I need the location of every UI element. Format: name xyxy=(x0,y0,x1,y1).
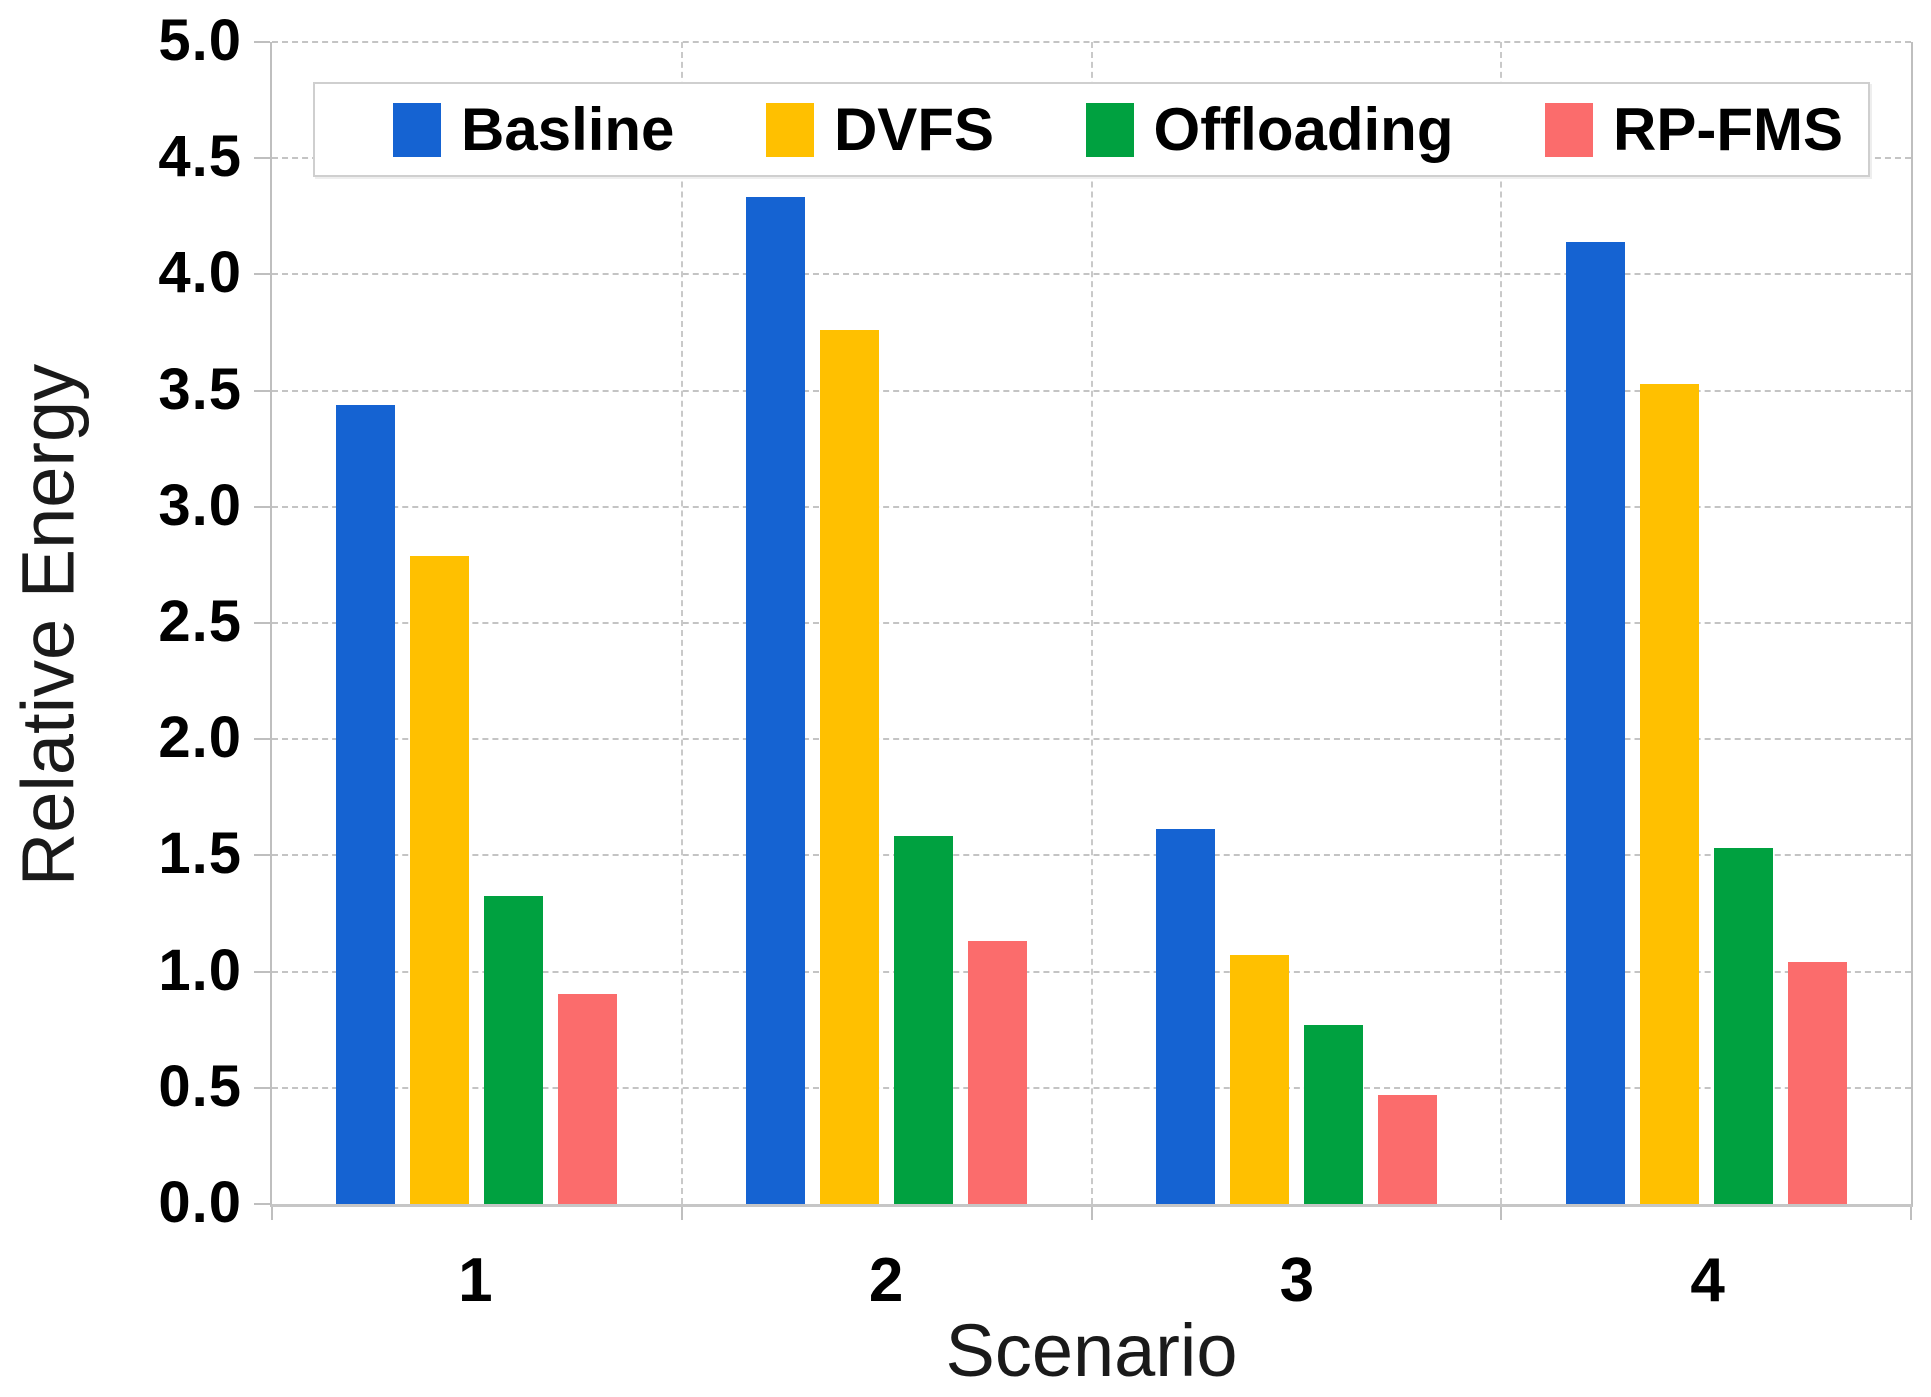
x-tick-mark xyxy=(680,1207,683,1220)
x-axis-tick-labels: 1 2 3 4 xyxy=(270,1245,1913,1315)
y-tick-label: 3.5 xyxy=(158,356,242,422)
x-tick-label-2: 2 xyxy=(868,1246,904,1315)
category-group-3 xyxy=(1092,42,1502,1204)
y-tick-label: 1.5 xyxy=(158,821,242,887)
y-tick-label: 2.5 xyxy=(158,589,242,655)
bar-basline-scenario-3 xyxy=(1155,828,1215,1204)
legend-swatch-icon xyxy=(1545,102,1594,157)
plot-area: 0.0 0.5 1.0 1.5 2.0 2.5 3.0 3.5 4.0 4.5 5.0 xyxy=(158,8,1913,1235)
y-tick-mark xyxy=(254,273,270,276)
y-tick-mark xyxy=(254,1203,270,1205)
y-tick-mark xyxy=(254,854,270,857)
legend: Basline DVFS Offloading RP-FMS xyxy=(313,82,1870,177)
y-tick-mark xyxy=(254,157,270,160)
bar-rp-fms-scenario-4 xyxy=(1787,961,1847,1204)
y-tick-label: 4.0 xyxy=(158,240,242,306)
bar-offloading-scenario-3 xyxy=(1303,1024,1363,1204)
y-tick-label: 4.5 xyxy=(158,124,242,190)
legend-label: Offloading xyxy=(1153,96,1454,163)
category-group-2 xyxy=(682,42,1092,1204)
legend-swatch-icon xyxy=(765,102,814,157)
category-group-1 xyxy=(272,42,682,1204)
y-tick-label: 3.0 xyxy=(158,472,242,538)
y-tick-label: 0.5 xyxy=(158,1053,242,1119)
legend-swatch-icon xyxy=(1085,102,1134,157)
x-tick-label-4: 4 xyxy=(1690,1246,1725,1315)
legend-item-basline: Basline xyxy=(393,95,674,164)
y-tick-label: 0.0 xyxy=(158,1170,242,1236)
bar-offloading-scenario-2 xyxy=(894,835,954,1204)
bar-rp-fms-scenario-2 xyxy=(968,940,1028,1204)
bar-offloading-scenario-4 xyxy=(1713,847,1773,1204)
category-separator xyxy=(680,42,683,1204)
bar-rp-fms-scenario-3 xyxy=(1377,1094,1437,1204)
y-tick-label: 2.0 xyxy=(158,705,242,771)
y-tick-label: 5.0 xyxy=(158,8,242,74)
y-tick-mark xyxy=(254,389,270,392)
y-axis-title: Relative Energy xyxy=(6,363,90,887)
x-tick-label-3: 3 xyxy=(1279,1246,1315,1315)
category-separator xyxy=(1090,42,1093,1204)
x-tick-mark xyxy=(1090,1207,1093,1220)
bar-basline-scenario-1 xyxy=(336,404,396,1204)
bar-rp-fms-scenario-1 xyxy=(558,994,618,1204)
bar-offloading-scenario-1 xyxy=(484,896,544,1204)
y-tick-mark xyxy=(254,505,270,508)
x-tick-mark xyxy=(271,1207,273,1220)
y-tick-mark xyxy=(254,622,270,624)
y-tick-mark xyxy=(254,970,270,973)
x-tick-mark xyxy=(1500,1207,1503,1220)
bar-dvfs-scenario-1 xyxy=(410,556,470,1204)
legend-swatch-icon xyxy=(393,102,441,157)
y-tick-mark xyxy=(254,738,270,741)
bar-dvfs-scenario-2 xyxy=(820,330,880,1204)
legend-label: RP-FMS xyxy=(1613,96,1843,163)
x-axis-title: Scenario xyxy=(945,1309,1238,1392)
bar-dvfs-scenario-3 xyxy=(1229,954,1289,1204)
bar-basline-scenario-2 xyxy=(746,197,806,1204)
legend-item-dvfs: DVFS xyxy=(765,95,994,164)
legend-label: Basline xyxy=(461,96,675,163)
x-tick-label-1: 1 xyxy=(458,1246,493,1315)
y-tick-mark xyxy=(254,1086,270,1089)
category-group-4 xyxy=(1501,42,1911,1204)
y-tick-mark xyxy=(254,41,270,43)
category-separator xyxy=(1500,42,1503,1204)
legend-item-offloading: Offloading xyxy=(1085,95,1454,164)
legend-item-rp-fms: RP-FMS xyxy=(1545,95,1843,164)
bar-dvfs-scenario-4 xyxy=(1639,383,1699,1204)
bar-basline-scenario-4 xyxy=(1565,241,1625,1204)
legend-label: DVFS xyxy=(833,96,994,163)
y-tick-label: 1.0 xyxy=(158,937,242,1003)
x-tick-mark xyxy=(1910,1207,1912,1220)
